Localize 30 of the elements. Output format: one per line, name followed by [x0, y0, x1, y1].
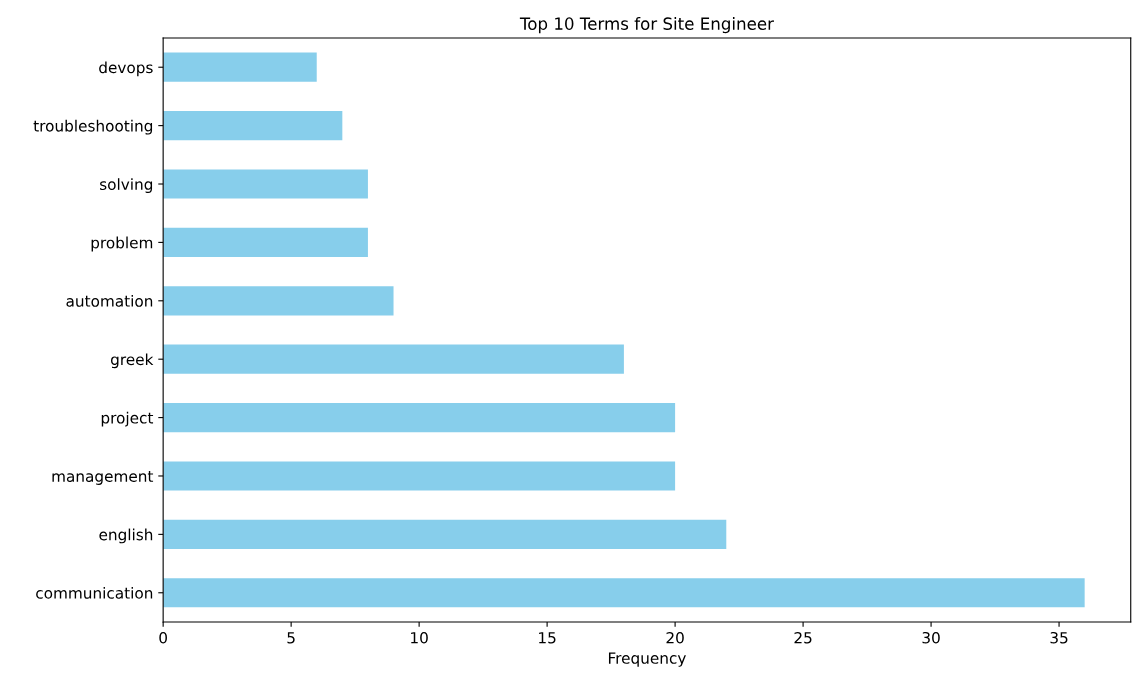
bar [163, 344, 624, 374]
x-tick-label: 5 [287, 632, 295, 644]
y-tick-label: greek [110, 353, 154, 369]
x-tick-label: 30 [922, 631, 940, 644]
x-tick-label: 10 [411, 631, 428, 644]
x-tick-label: 25 [794, 631, 812, 644]
chart-title: Top 10 Terms for Site Engineer [519, 17, 774, 34]
bar [163, 169, 368, 199]
bar [163, 519, 727, 549]
x-tick-label: 20 [666, 631, 684, 644]
y-tick-label: automation [66, 294, 153, 307]
y-tick-label: english [99, 528, 153, 544]
y-tick-label: management [52, 471, 154, 485]
x-axis-title: Frequency [608, 652, 686, 667]
bar [163, 402, 676, 433]
bar [163, 227, 368, 257]
x-tick-label: 35 [1050, 631, 1068, 644]
y-tick-label: devops [99, 61, 153, 77]
bar [163, 461, 676, 491]
y-tick-label: problem [91, 236, 153, 252]
bar [163, 52, 317, 82]
bar [163, 286, 394, 316]
y-tick-label: project [101, 411, 154, 427]
y-tick-label: troubleshooting [33, 119, 153, 135]
y-tick-label: communication [36, 586, 153, 599]
bar [163, 111, 343, 141]
bar [163, 578, 1085, 608]
x-tick-label: 0 [159, 631, 167, 644]
y-tick-label: solving [100, 178, 153, 193]
x-tick-label: 15 [539, 632, 556, 644]
